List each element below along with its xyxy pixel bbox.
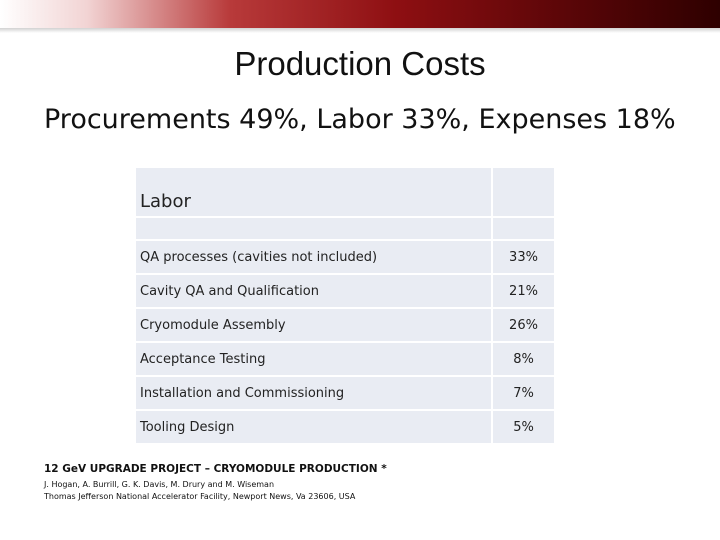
- row-label: Tooling Design: [136, 411, 491, 443]
- row-value: 5%: [493, 411, 554, 443]
- table-row: Installation and Commissioning 7%: [136, 377, 554, 409]
- table-row: Tooling Design 5%: [136, 411, 554, 443]
- table-spacer-cell: [136, 218, 491, 239]
- table-row: Acceptance Testing 8%: [136, 343, 554, 375]
- table-spacer-cell: [493, 218, 554, 239]
- table-row: Cavity QA and Qualification 21%: [136, 275, 554, 307]
- table-header-label: Labor: [136, 168, 491, 216]
- row-value: 26%: [493, 309, 554, 341]
- table-header-value-cell: [493, 168, 554, 216]
- row-label: Cryomodule Assembly: [136, 309, 491, 341]
- row-value: 8%: [493, 343, 554, 375]
- table-header-row: Labor: [136, 168, 554, 216]
- slide-subtitle: Procurements 49%, Labor 33%, Expenses 18…: [44, 104, 676, 135]
- table-row: Cryomodule Assembly 26%: [136, 309, 554, 341]
- table-spacer-row: [136, 218, 554, 239]
- citation-title: 12 GeV UPGRADE PROJECT – CRYOMODULE PROD…: [44, 463, 387, 475]
- row-value: 7%: [493, 377, 554, 409]
- table-row: QA processes (cavities not included) 33%: [136, 241, 554, 273]
- citation-authors: J. Hogan, A. Burrill, G. K. Davis, M. Dr…: [44, 480, 275, 489]
- labor-cost-table: Labor QA processes (cavities not include…: [134, 166, 556, 445]
- citation-footer: 12 GeV UPGRADE PROJECT – CRYOMODULE PROD…: [44, 463, 387, 503]
- slide-title: Production Costs: [234, 45, 486, 82]
- row-label: Acceptance Testing: [136, 343, 491, 375]
- row-value: 33%: [493, 241, 554, 273]
- row-value: 21%: [493, 275, 554, 307]
- row-label: Installation and Commissioning: [136, 377, 491, 409]
- citation-affiliation: Thomas Jefferson National Accelerator Fa…: [44, 492, 356, 501]
- row-label: Cavity QA and Qualification: [136, 275, 491, 307]
- row-label: QA processes (cavities not included): [136, 241, 491, 273]
- top-banner: [0, 0, 720, 33]
